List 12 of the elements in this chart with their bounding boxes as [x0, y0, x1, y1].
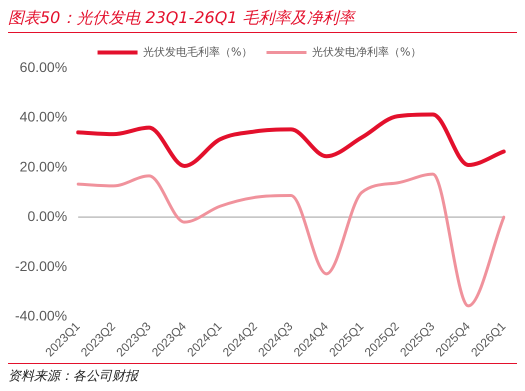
y-tick-label: 0.00%	[27, 208, 68, 224]
y-tick-label: -20.00%	[14, 258, 68, 274]
line-series	[76, 112, 506, 168]
y-tick-label: 60.00%	[20, 58, 68, 75]
y-tick-label: -40.00%	[14, 307, 68, 324]
legend-label: 光伏发电净利率（%）	[312, 45, 422, 58]
y-tick-label: 40.00%	[20, 108, 68, 125]
y-tick-label: 20.00%	[20, 158, 68, 174]
chart-title: 图表50：光伏发电 23Q1-26Q1 毛利率及净利率	[8, 8, 517, 33]
legend-label: 光伏发电毛利率（%）	[143, 45, 252, 58]
text: 资料来源：各公司财报	[8, 368, 140, 385]
line-series	[76, 172, 506, 308]
